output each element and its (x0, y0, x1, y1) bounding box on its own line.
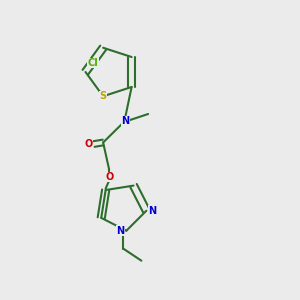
Text: S: S (100, 91, 107, 101)
Text: N: N (116, 226, 124, 236)
Text: O: O (105, 172, 113, 182)
Text: N: N (148, 206, 156, 216)
Text: O: O (84, 139, 92, 149)
Text: Cl: Cl (88, 58, 98, 68)
Text: N: N (122, 116, 130, 127)
